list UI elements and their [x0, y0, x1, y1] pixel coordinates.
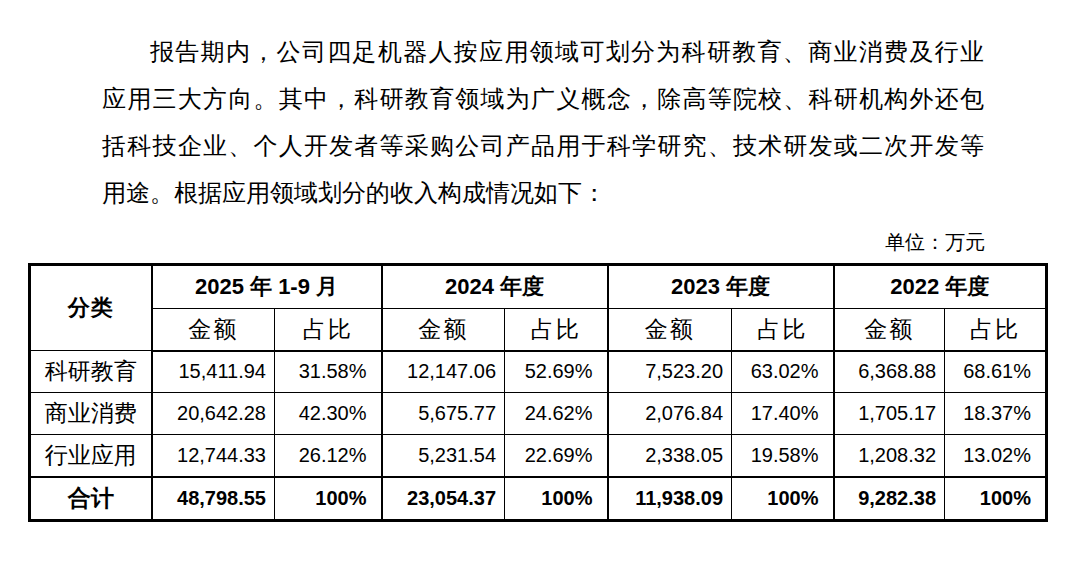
ratio-cell: 18.37% — [945, 393, 1047, 435]
ratio-cell: 24.62% — [505, 393, 608, 435]
intro-paragraph: 报告期内，公司四足机器人按应用领域可划分为科研教育、商业消费及行业 应用三大方向… — [102, 29, 984, 217]
table-header-subcolumns: 金额 占比 金额 占比 金额 占比 金额 占比 — [30, 309, 1047, 351]
ratio-cell: 26.12% — [275, 435, 382, 477]
ratio-cell: 63.02% — [732, 351, 834, 393]
revenue-by-field-table: 分类 2025 年 1-9 月 2024 年度 2023 年度 2022 年度 … — [28, 263, 1048, 522]
amount-cell: 1,208.32 — [834, 435, 945, 477]
amount-header: 金额 — [152, 309, 275, 351]
ratio-cell: 22.69% — [505, 435, 608, 477]
amount-header: 金额 — [834, 309, 945, 351]
ratio-cell: 17.40% — [732, 393, 834, 435]
ratio-cell: 42.30% — [275, 393, 382, 435]
period-header-2022: 2022 年度 — [834, 265, 1047, 309]
ratio-header: 占比 — [732, 309, 834, 351]
amount-cell: 9,282.38 — [834, 477, 945, 521]
ratio-cell: 100% — [732, 477, 834, 521]
ratio-header: 占比 — [945, 309, 1047, 351]
amount-cell: 11,938.09 — [608, 477, 732, 521]
amount-cell: 20,642.28 — [152, 393, 275, 435]
paragraph-line: 括科技企业、个人开发者等采购公司产品用于科学研究、技术研发或二次开发等 — [102, 123, 984, 170]
ratio-cell: 31.58% — [275, 351, 382, 393]
ratio-cell: 52.69% — [505, 351, 608, 393]
amount-cell: 2,338.05 — [608, 435, 732, 477]
ratio-cell: 100% — [275, 477, 382, 521]
paragraph-line: 用途。根据应用领域划分的收入构成情况如下： — [102, 170, 984, 217]
ratio-cell: 100% — [505, 477, 608, 521]
period-header-2023: 2023 年度 — [608, 265, 834, 309]
ratio-cell: 68.61% — [945, 351, 1047, 393]
ratio-cell: 100% — [945, 477, 1047, 521]
ratio-cell: 19.58% — [732, 435, 834, 477]
amount-cell: 5,675.77 — [382, 393, 505, 435]
amount-cell: 12,744.33 — [152, 435, 275, 477]
amount-header: 金额 — [382, 309, 505, 351]
amount-cell: 15,411.94 — [152, 351, 275, 393]
amount-cell: 48,798.55 — [152, 477, 275, 521]
category-cell: 合计 — [30, 477, 152, 521]
paragraph-line: 应用三大方向。其中，科研教育领域为广义概念，除高等院校、科研机构外还包 — [102, 76, 984, 123]
table-header-periods: 分类 2025 年 1-9 月 2024 年度 2023 年度 2022 年度 — [30, 265, 1047, 309]
amount-cell: 6,368.88 — [834, 351, 945, 393]
unit-label: 单位：万元 — [28, 229, 985, 256]
amount-cell: 2,076.84 — [608, 393, 732, 435]
category-cell: 科研教育 — [30, 351, 152, 393]
table-row-commercial-consumer: 商业消费 20,642.28 42.30% 5,675.77 24.62% 2,… — [30, 393, 1047, 435]
amount-header: 金额 — [608, 309, 732, 351]
category-cell: 行业应用 — [30, 435, 152, 477]
category-column-header: 分类 — [30, 265, 152, 351]
amount-cell: 7,523.20 — [608, 351, 732, 393]
ratio-header: 占比 — [275, 309, 382, 351]
paragraph-line: 报告期内，公司四足机器人按应用领域可划分为科研教育、商业消费及行业 — [102, 29, 984, 76]
ratio-cell: 13.02% — [945, 435, 1047, 477]
amount-cell: 1,705.17 — [834, 393, 945, 435]
table-row-total: 合计 48,798.55 100% 23,054.37 100% 11,938.… — [30, 477, 1047, 521]
ratio-header: 占比 — [505, 309, 608, 351]
amount-cell: 5,231.54 — [382, 435, 505, 477]
period-header-2024: 2024 年度 — [382, 265, 608, 309]
category-cell: 商业消费 — [30, 393, 152, 435]
amount-cell: 23,054.37 — [382, 477, 505, 521]
table-row-research-education: 科研教育 15,411.94 31.58% 12,147.06 52.69% 7… — [30, 351, 1047, 393]
table-row-industry-application: 行业应用 12,744.33 26.12% 5,231.54 22.69% 2,… — [30, 435, 1047, 477]
period-header-2025: 2025 年 1-9 月 — [152, 265, 382, 309]
amount-cell: 12,147.06 — [382, 351, 505, 393]
